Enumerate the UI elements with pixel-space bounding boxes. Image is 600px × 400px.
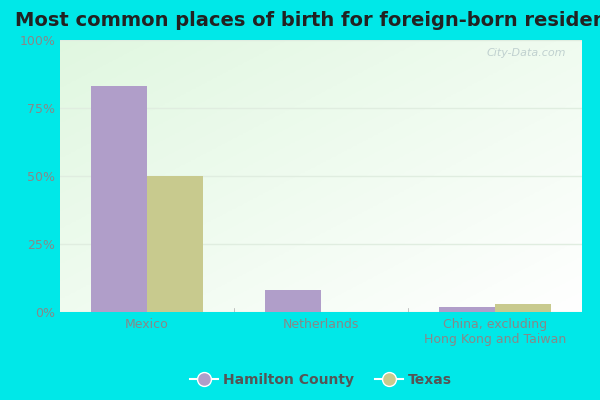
Title: Most common places of birth for foreign-born residents: Most common places of birth for foreign-… (15, 11, 600, 30)
Text: City-Data.com: City-Data.com (487, 48, 566, 58)
Bar (91, 86, 147, 312)
Bar (265, 290, 321, 312)
Bar (495, 304, 551, 312)
Bar (147, 176, 203, 312)
Bar (439, 306, 495, 312)
Legend: Hamilton County, Texas: Hamilton County, Texas (184, 367, 458, 392)
